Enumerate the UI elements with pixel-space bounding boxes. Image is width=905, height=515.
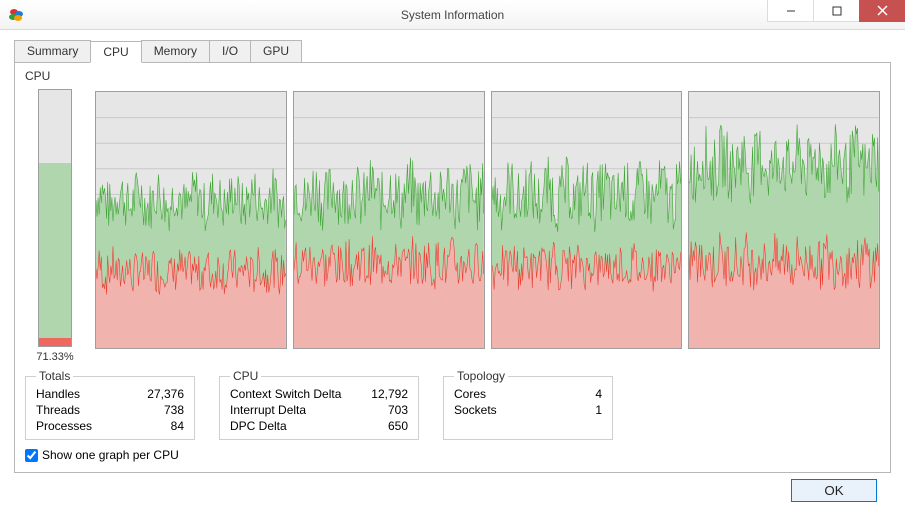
- fieldset-totals: Totals Handles 27,376 Threads 738 Processes 8…: [25, 369, 195, 440]
- cpu-group-label: CPU: [25, 69, 50, 83]
- fieldset-cpu: CPU Context Switch Delta 12,792 Interrupt …: [219, 369, 419, 440]
- cpu-val-1: 703: [361, 403, 408, 417]
- cpu-graph-3: [688, 91, 880, 349]
- cpu-val-2: 650: [361, 419, 408, 433]
- fieldset-topology-legend: Topology: [454, 369, 508, 383]
- tab-summary[interactable]: Summary: [14, 40, 91, 62]
- fieldset-cpu-legend: CPU: [230, 369, 261, 383]
- topology-val-0: 4: [517, 387, 602, 401]
- cpu-graph-2: [491, 91, 683, 349]
- tab-memory[interactable]: Memory: [141, 40, 210, 62]
- fieldset-topology: Topology Cores 4 Sockets 1: [443, 369, 613, 440]
- app-icon: [8, 7, 24, 23]
- client-area: SummaryCPUMemoryI/OGPU CPU 71.33% Totals…: [0, 30, 905, 514]
- button-bar: OK: [14, 473, 891, 502]
- show-per-cpu-checkbox[interactable]: [25, 449, 38, 462]
- maximize-button[interactable]: [813, 0, 859, 22]
- cpu-graph-0: [95, 91, 287, 349]
- cpu-usage-bar-green: [39, 163, 71, 346]
- totals-val-1: 738: [112, 403, 184, 417]
- topology-key-1: Sockets: [454, 403, 497, 417]
- stats-row: Totals Handles 27,376 Threads 738 Processes 8…: [25, 369, 880, 440]
- cpu-bar-column: CPU 71.33%: [25, 69, 85, 363]
- titlebar: System Information: [0, 0, 905, 30]
- topology-key-0: Cores: [454, 387, 497, 401]
- cpu-usage-percent-label: 71.33%: [36, 351, 73, 363]
- cpu-key-2: DPC Delta: [230, 419, 341, 433]
- totals-val-2: 84: [112, 419, 184, 433]
- show-per-cpu-row[interactable]: Show one graph per CPU: [25, 448, 880, 462]
- cpu-graph-1: [293, 91, 485, 349]
- totals-key-0: Handles: [36, 387, 92, 401]
- cpu-graph-row: [95, 91, 880, 363]
- tab-panel-cpu: CPU 71.33% Totals Handles 27,376 Threads 73…: [14, 63, 891, 473]
- totals-key-1: Threads: [36, 403, 92, 417]
- tab-cpu[interactable]: CPU: [90, 41, 141, 63]
- tab-strip: SummaryCPUMemoryI/OGPU: [14, 40, 891, 63]
- tab-gpu[interactable]: GPU: [250, 40, 302, 62]
- cpu-key-0: Context Switch Delta: [230, 387, 341, 401]
- cpu-usage-bar-red: [39, 338, 71, 346]
- show-per-cpu-label: Show one graph per CPU: [42, 448, 179, 462]
- totals-key-2: Processes: [36, 419, 92, 433]
- cpu-val-0: 12,792: [361, 387, 408, 401]
- tab-i-o[interactable]: I/O: [209, 40, 251, 62]
- cpu-usage-bar: [38, 89, 72, 347]
- fieldset-totals-legend: Totals: [36, 369, 73, 383]
- minimize-button[interactable]: [767, 0, 813, 22]
- topology-val-1: 1: [517, 403, 602, 417]
- window-buttons: [767, 0, 905, 22]
- totals-val-0: 27,376: [112, 387, 184, 401]
- close-button[interactable]: [859, 0, 905, 22]
- ok-button[interactable]: OK: [791, 479, 877, 502]
- cpu-key-1: Interrupt Delta: [230, 403, 341, 417]
